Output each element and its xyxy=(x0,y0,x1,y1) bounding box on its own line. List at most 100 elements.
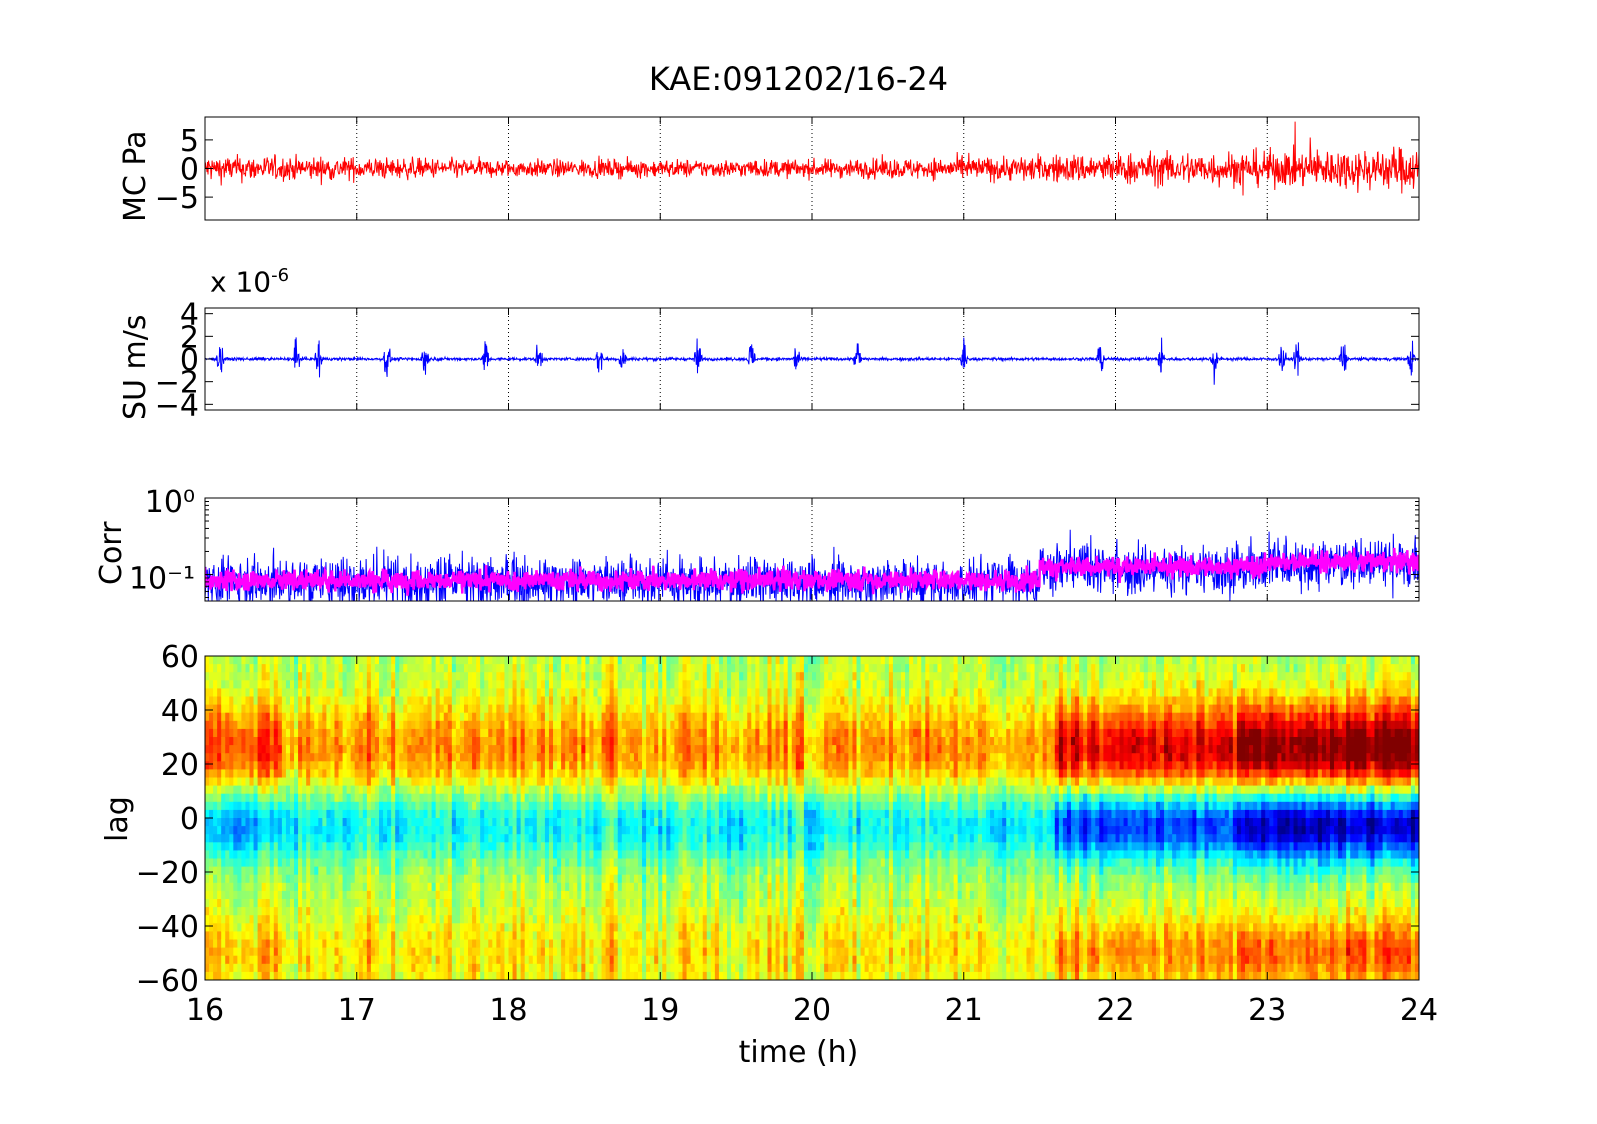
heatmap-cell xyxy=(512,664,518,673)
heatmap-cell xyxy=(419,890,425,900)
heatmap-cell xyxy=(451,745,457,754)
heatmap-cell xyxy=(589,931,595,941)
heatmap-cell xyxy=(686,704,692,714)
heatmap-cell xyxy=(536,947,542,957)
heatmap-cell xyxy=(480,777,485,787)
heatmap-cell xyxy=(205,728,210,738)
heatmap-cell xyxy=(217,866,222,876)
heatmap-cell xyxy=(637,923,643,932)
heatmap-cell xyxy=(285,761,291,770)
heatmap-cell xyxy=(500,963,506,973)
heatmap-cell xyxy=(427,656,433,665)
heatmap-cell xyxy=(379,753,384,762)
heatmap-cell xyxy=(383,826,388,835)
heatmap-cell xyxy=(561,899,566,908)
heatmap-cell xyxy=(516,793,522,803)
heatmap-cell xyxy=(245,720,251,730)
heatmap-cell xyxy=(650,801,655,811)
heatmap-cell xyxy=(326,850,332,860)
heatmap-cell xyxy=(528,809,534,819)
heatmap-cell xyxy=(451,801,457,811)
heatmap-cell xyxy=(468,899,473,908)
heatmap-cell xyxy=(298,656,303,665)
heatmap-cell xyxy=(439,809,445,819)
heatmap-cell xyxy=(346,907,352,916)
heatmap-cell xyxy=(334,818,340,827)
heatmap-cell xyxy=(637,890,643,900)
heatmap-cell xyxy=(431,809,437,819)
heatmap-cell xyxy=(294,720,299,730)
heatmap-cell xyxy=(666,818,671,827)
heatmap-cell xyxy=(565,963,570,973)
heatmap-cell xyxy=(257,818,263,827)
heatmap-cell xyxy=(411,882,417,892)
heatmap-cell xyxy=(593,939,599,949)
heatmap-cell xyxy=(294,777,299,787)
heatmap-cell xyxy=(516,712,522,722)
heatmap-cell xyxy=(213,907,218,916)
heatmap-cell xyxy=(241,818,247,827)
heatmap-cell xyxy=(484,680,489,689)
heatmap-cell xyxy=(229,664,234,673)
heatmap-cell xyxy=(298,672,303,681)
heatmap-cell xyxy=(415,769,421,779)
heatmap-cell xyxy=(662,785,667,795)
heatmap-cell xyxy=(472,777,477,787)
heatmap-cell xyxy=(403,882,408,892)
heatmap-cell xyxy=(459,907,465,916)
heatmap-cell xyxy=(573,899,578,908)
heatmap-cell xyxy=(334,874,340,884)
heatmap-cell xyxy=(415,785,421,795)
heatmap-cell xyxy=(512,826,518,835)
heatmap-cell xyxy=(374,971,380,980)
heatmap-cell xyxy=(670,761,676,770)
heatmap-cell xyxy=(674,955,680,965)
heatmap-cell xyxy=(637,745,643,754)
heatmap-cell xyxy=(674,931,680,941)
heatmap-cell xyxy=(289,899,295,908)
heatmap-cell xyxy=(472,712,477,722)
heatmap-cell xyxy=(682,737,688,746)
heatmap-cell xyxy=(391,680,396,689)
heatmap-cell xyxy=(686,720,692,730)
heatmap-cell xyxy=(427,882,433,892)
heatmap-cell xyxy=(225,899,230,908)
heatmap-cell xyxy=(245,777,251,787)
heatmap-cell xyxy=(488,874,493,884)
heatmap-cell xyxy=(451,720,457,730)
heatmap-cell xyxy=(463,907,469,916)
heatmap-cell xyxy=(540,761,546,770)
heatmap-cell xyxy=(431,769,437,779)
heatmap-cell xyxy=(670,664,676,673)
heatmap-cell xyxy=(439,801,445,811)
heatmap-cell xyxy=(354,753,360,762)
heatmap-cell xyxy=(621,890,627,900)
heatmap-cell xyxy=(565,688,570,698)
heatmap-cell xyxy=(646,720,651,730)
heatmap-cell xyxy=(334,801,340,811)
heatmap-cell xyxy=(346,866,352,876)
heatmap-cell xyxy=(605,955,611,965)
heatmap-cell xyxy=(269,809,275,819)
heatmap-cell xyxy=(605,931,611,941)
heatmap-cell xyxy=(326,939,332,949)
heatmap-cell xyxy=(213,955,218,965)
heatmap-cell xyxy=(480,826,485,835)
heatmap-cell xyxy=(265,688,271,698)
heatmap-cell xyxy=(621,809,627,819)
heatmap-cell xyxy=(403,809,408,819)
heatmap-cell xyxy=(302,712,307,722)
heatmap-cell xyxy=(492,834,497,843)
heatmap-cell xyxy=(492,712,497,722)
heatmap-cell xyxy=(666,907,671,916)
heatmap-cell xyxy=(245,728,251,738)
heatmap-cell xyxy=(524,696,530,706)
heatmap-cell xyxy=(617,769,623,779)
heatmap-cell xyxy=(633,939,639,949)
heatmap-cell xyxy=(601,777,607,787)
heatmap-cell xyxy=(237,947,243,957)
heatmap-cell xyxy=(642,818,647,827)
heatmap-cell xyxy=(322,923,327,932)
heatmap-cell xyxy=(629,664,635,673)
heatmap-cell xyxy=(585,664,591,673)
